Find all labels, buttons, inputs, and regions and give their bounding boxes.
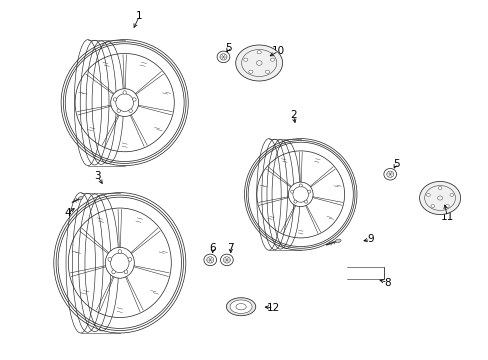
- Ellipse shape: [307, 190, 310, 193]
- Text: 3: 3: [94, 171, 101, 181]
- Text: 6: 6: [209, 243, 216, 253]
- Ellipse shape: [128, 257, 131, 261]
- Ellipse shape: [335, 239, 341, 243]
- Ellipse shape: [299, 184, 302, 187]
- Ellipse shape: [419, 181, 460, 215]
- Ellipse shape: [288, 182, 312, 207]
- Ellipse shape: [449, 193, 453, 197]
- Ellipse shape: [129, 109, 132, 112]
- Ellipse shape: [304, 200, 307, 203]
- Ellipse shape: [243, 58, 247, 61]
- Ellipse shape: [110, 89, 139, 117]
- Text: 9: 9: [366, 234, 373, 244]
- Text: 5: 5: [225, 42, 232, 53]
- Ellipse shape: [292, 186, 308, 202]
- Text: 2: 2: [289, 110, 296, 120]
- Ellipse shape: [437, 186, 441, 190]
- Text: 7: 7: [227, 243, 234, 253]
- Ellipse shape: [203, 254, 216, 266]
- Text: 10: 10: [272, 46, 285, 56]
- Ellipse shape: [383, 168, 396, 180]
- Ellipse shape: [265, 70, 269, 73]
- Text: 5: 5: [392, 159, 399, 169]
- Ellipse shape: [293, 200, 296, 203]
- Ellipse shape: [112, 270, 115, 274]
- Text: 11: 11: [440, 212, 453, 222]
- Ellipse shape: [226, 298, 255, 316]
- Ellipse shape: [116, 94, 133, 112]
- Ellipse shape: [257, 50, 261, 54]
- Ellipse shape: [270, 58, 274, 61]
- Text: 8: 8: [384, 278, 390, 288]
- Ellipse shape: [229, 300, 252, 314]
- Ellipse shape: [108, 257, 111, 261]
- Ellipse shape: [79, 197, 83, 199]
- Ellipse shape: [132, 98, 136, 101]
- Ellipse shape: [290, 190, 293, 193]
- Ellipse shape: [445, 204, 448, 207]
- Text: 12: 12: [266, 303, 280, 313]
- Ellipse shape: [220, 254, 233, 266]
- Ellipse shape: [105, 247, 134, 278]
- Ellipse shape: [122, 91, 126, 94]
- Ellipse shape: [426, 193, 429, 197]
- Ellipse shape: [110, 253, 129, 273]
- Text: 1: 1: [136, 11, 142, 21]
- Ellipse shape: [124, 270, 127, 274]
- Ellipse shape: [430, 204, 434, 207]
- Ellipse shape: [235, 45, 282, 81]
- Ellipse shape: [248, 70, 252, 73]
- Ellipse shape: [217, 51, 229, 63]
- Ellipse shape: [113, 98, 117, 101]
- Ellipse shape: [118, 249, 122, 253]
- Ellipse shape: [117, 109, 120, 112]
- Text: 4: 4: [64, 208, 71, 218]
